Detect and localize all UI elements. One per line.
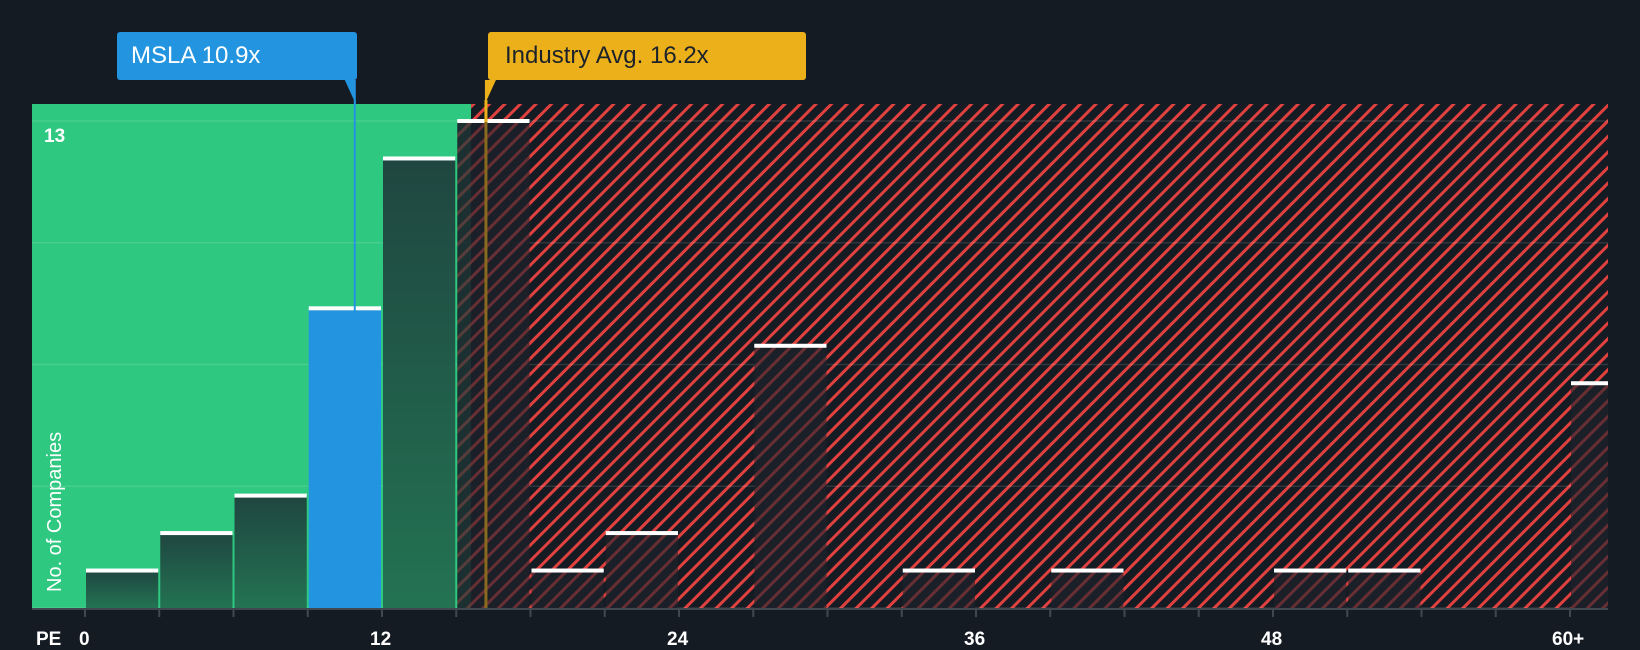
y-axis-label: No. of Companies [44,431,66,592]
x-tick-label: 0 [79,629,90,650]
bar-top-cap [308,306,381,311]
overvalued-zone [471,104,1609,608]
x-tick-label: 24 [667,629,689,650]
bar-top-cap [1274,568,1347,573]
histogram-bar [457,121,530,608]
y-tick-max: 13 [44,126,66,147]
bar-top-cap [531,568,604,573]
markers [344,80,496,608]
x-tick-label: 36 [964,629,986,650]
histogram-bars [86,119,1608,608]
bar-top-cap [457,119,530,123]
histogram-bar [86,570,159,608]
industry-callout-pointer [484,80,496,104]
bar-top-cap [1571,381,1608,386]
histogram-bar [605,533,678,608]
x-tick-label: 60+ [1552,629,1585,650]
bar-top-cap [902,568,975,573]
industry-avg-callout: Industry Avg. 16.2x [488,32,806,80]
x-tick-label: 12 [370,629,392,650]
bar-top-cap [1348,568,1421,573]
x-axis [32,608,1608,617]
bar-top-cap [754,343,827,348]
histogram-bar [1348,570,1421,608]
bar-top-cap [86,568,159,573]
histogram-bar [160,533,233,608]
histogram-bar [383,158,456,608]
bar-top-cap [234,493,307,498]
company-callout-pointer [344,80,356,104]
histogram-bar [1274,570,1347,608]
x-tick-label: 48 [1261,629,1283,650]
histogram-bar [1051,570,1124,608]
histogram-bar [1571,383,1608,608]
histogram-bar [308,308,381,608]
histogram-bar [754,345,827,608]
company-pe-callout: MSLA 10.9x [117,32,357,80]
histogram-bar [234,495,307,608]
bar-top-cap [605,531,678,536]
bar-top-cap [1051,568,1124,573]
x-axis-label: PE [36,629,62,650]
histogram-bar [531,570,604,608]
histogram-bar [902,570,975,608]
bar-top-cap [160,531,233,536]
bar-top-cap [383,156,456,161]
